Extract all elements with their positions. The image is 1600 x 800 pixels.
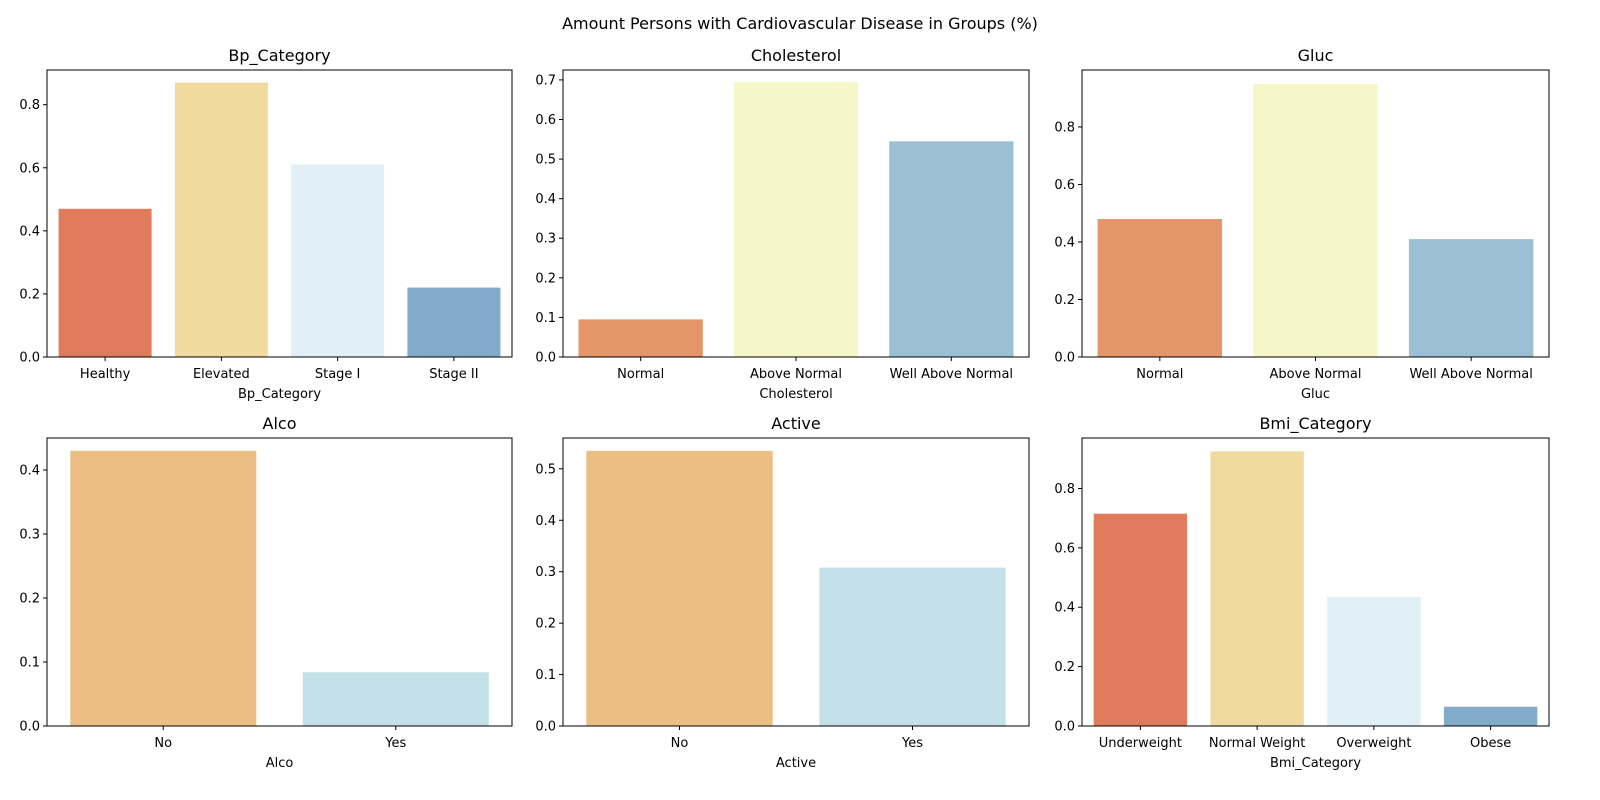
bar [819,567,1006,726]
bar [174,82,268,357]
x-tick-label: Yes [384,736,406,751]
x-tick-label: No [154,736,172,751]
y-tick-label: 0.6 [535,113,556,128]
bar [586,450,773,726]
y-tick-label: 0.5 [535,462,556,477]
x-tick-label: Overweight [1336,736,1411,751]
y-tick-label: 0.7 [535,73,556,88]
bar [889,141,1014,357]
y-tick-label: 0.6 [1054,541,1075,556]
bar [70,450,257,726]
panel-title: Bmi_Category [1259,414,1371,434]
bar [1097,219,1223,357]
y-tick-label: 0.6 [1054,178,1075,193]
x-tick-label: Normal [617,367,664,382]
plot-frame [562,437,1030,727]
x-tick-label: Obese [1470,736,1511,751]
panel-title: Active [771,414,821,433]
plot-frame [46,437,513,727]
x-axis-label: Bp_Category [238,387,321,402]
y-tick-label: 0.2 [535,271,556,286]
bar [1253,83,1378,358]
y-tick-label: 0.8 [19,98,40,113]
plot-frame [1081,437,1550,727]
panel-title: Cholesterol [751,46,841,65]
y-tick-label: 0.4 [19,224,40,239]
bar [578,319,703,357]
y-tick-label: 0.1 [535,311,556,326]
y-tick-label: 0.0 [1054,351,1075,366]
x-axis-label: Bmi_Category [1270,756,1361,771]
chart-panel: 0.0 0.2 0.4 0.6 0.8 Normal Above Normal Well Ab… [1054,46,1550,402]
bar [302,672,489,726]
y-tick-label: 0.0 [535,351,556,366]
x-axis-label: Active [776,756,816,771]
y-tick-label: 0.3 [19,528,40,543]
bar [1210,451,1304,726]
chart-panel: 0.0 0.2 0.4 0.6 0.8 Underweight Normal Weight O… [1054,414,1550,771]
y-tick-label: 0.2 [19,287,40,302]
x-tick-label: Stage I [315,367,361,382]
chart-panel: 0.0 0.2 0.4 0.6 0.8 Healthy Elevated Stage I Sta… [19,46,513,402]
y-tick-label: 0.4 [1054,601,1075,616]
y-tick-label: 0.4 [535,514,556,529]
panel-title: Alco [263,414,297,433]
y-tick-label: 0.3 [535,565,556,580]
chart-panel: 0.0 0.1 0.2 0.3 0.4 0.5 0.6 0.7 Normal Above Norm… [535,46,1030,402]
x-axis-label: Alco [266,756,294,771]
x-tick-label: Well Above Normal [1409,367,1532,382]
y-tick-label: 0.2 [535,617,556,632]
panel-title: Bp_Category [228,46,330,66]
y-tick-label: 0.5 [535,153,556,168]
bar [733,81,859,358]
bar [291,164,385,357]
x-tick-label: Above Normal [750,367,842,382]
x-tick-label: Underweight [1099,736,1182,751]
y-tick-label: 0.2 [1054,293,1075,308]
plot-frame [46,69,513,358]
y-tick-label: 0.0 [19,720,40,735]
x-tick-label: Elevated [193,367,250,382]
panel-title: Gluc [1298,46,1334,65]
x-axis-label: Cholesterol [759,387,832,402]
chart-panel: 0.0 0.1 0.2 0.3 0.4 No Yes Alco Alco [19,414,513,771]
bar [407,287,501,357]
y-tick-label: 0.8 [1054,120,1075,135]
y-tick-label: 0.0 [1054,720,1075,735]
y-tick-label: 0.4 [19,464,40,479]
y-tick-label: 0.4 [535,192,556,207]
x-tick-label: Stage II [429,367,478,382]
x-tick-label: Normal [1136,367,1183,382]
x-tick-label: Normal Weight [1209,736,1305,751]
y-tick-label: 0.6 [19,161,40,176]
y-tick-label: 0.2 [1054,660,1075,675]
x-tick-label: No [671,736,689,751]
y-tick-label: 0.1 [535,668,556,683]
x-axis-label: Gluc [1301,387,1330,402]
y-tick-label: 0.0 [19,351,40,366]
bar [58,208,152,357]
y-tick-label: 0.2 [19,592,40,607]
y-tick-label: 0.0 [535,720,556,735]
chart-panels: 0.0 0.2 0.4 0.6 0.8 Healthy Elevated Stage I Sta… [19,46,1550,771]
x-tick-label: Healthy [80,367,131,382]
bar [1408,239,1534,357]
y-tick-label: 0.1 [19,656,40,671]
y-tick-label: 0.3 [535,232,556,247]
bar [1327,596,1421,726]
chart-panel: 0.0 0.1 0.2 0.3 0.4 0.5 No Yes Active Active [535,414,1030,771]
y-tick-label: 0.8 [1054,482,1075,497]
y-tick-label: 0.4 [1054,235,1075,250]
x-tick-label: Above Normal [1270,367,1362,382]
bar [1093,513,1188,726]
x-tick-label: Yes [901,736,923,751]
figure-title: Amount Persons with Cardiovascular Disea… [562,14,1038,33]
bar [1443,706,1538,726]
x-tick-label: Well Above Normal [890,367,1013,382]
